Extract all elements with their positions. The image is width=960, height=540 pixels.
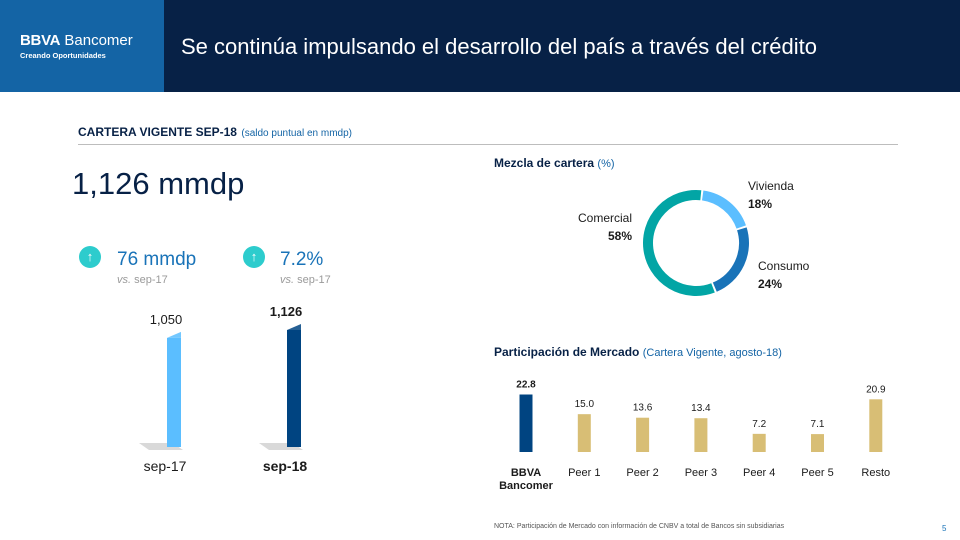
bar xyxy=(752,433,766,452)
total-value: 1,126 mmdp xyxy=(72,166,245,201)
kpi-comparison-prefix: vs. xyxy=(280,274,295,286)
x-tick-label: Peer 4 xyxy=(743,467,775,479)
header-banner: BBVA Bancomer Creando Oportunidades Se c… xyxy=(0,0,960,92)
page-title: Se continúa impulsando el desarrollo del… xyxy=(181,34,817,59)
bar-top xyxy=(167,331,181,338)
arrow-up-icon: ↑ xyxy=(243,246,265,268)
page-number: 5 xyxy=(942,524,947,533)
donut-slice xyxy=(712,227,749,292)
arrow-up-icon: ↑ xyxy=(79,246,101,268)
slice-name-label: Vivienda xyxy=(748,179,794,193)
kpi-comparison-prefix: vs. xyxy=(117,274,132,286)
x-tick-label: sep-18 xyxy=(263,458,308,474)
bar-value-label: 1,126 xyxy=(270,304,303,319)
donut-slice xyxy=(701,190,746,229)
slice-name-label: Consumo xyxy=(758,259,810,273)
bar xyxy=(636,417,650,452)
bar xyxy=(694,418,708,452)
bar xyxy=(519,394,533,452)
bar xyxy=(869,399,883,452)
mix-chart-title-text: Mezcla de cartera xyxy=(494,156,595,170)
x-tick-label: Peer 2 xyxy=(626,467,658,479)
bar xyxy=(167,337,181,447)
x-tick-label: Peer 3 xyxy=(685,467,717,479)
slice-value-label: 58% xyxy=(608,229,632,243)
kpi-value: 76 mmdp xyxy=(117,249,197,270)
bar-value-label: 13.6 xyxy=(633,403,653,414)
section-subtitle: (saldo puntual en mmdp) xyxy=(241,128,352,139)
kpi-comparison: vs. sep-17 xyxy=(117,274,168,286)
slice-value-label: 18% xyxy=(748,197,772,211)
x-tick-label: Resto xyxy=(861,467,890,479)
section-heading: CARTERA VIGENTE SEP-18 (saldo puntual en… xyxy=(78,123,898,145)
bar-value-label: 13.4 xyxy=(691,403,711,414)
market-chart-title-text: Participación de Mercado xyxy=(494,345,640,359)
bar-value-label: 15.0 xyxy=(575,399,595,410)
footnote: NOTA: Participación de Mercado con infor… xyxy=(494,523,785,530)
x-tick-label: Bancomer xyxy=(499,480,554,492)
x-tick-label: Peer 5 xyxy=(801,467,833,479)
logo-tagline: Creando Oportunidades xyxy=(20,51,106,60)
market-chart-title: Participación de Mercado (Cartera Vigent… xyxy=(494,345,782,359)
bar-value-label: 7.1 xyxy=(811,419,825,430)
bar xyxy=(577,414,591,452)
x-tick-label: BBVA xyxy=(511,467,541,479)
mix-chart-title: Mezcla de cartera (%) xyxy=(494,156,615,170)
bar-top xyxy=(287,324,301,330)
bar xyxy=(811,434,824,452)
slice-name-label: Comercial xyxy=(578,211,632,225)
logo: BBVA Bancomer Creando Oportunidades xyxy=(0,0,164,92)
donut-slice xyxy=(643,190,715,296)
mix-chart-subtitle: (%) xyxy=(597,158,615,170)
bar-value-label: 7.2 xyxy=(752,419,766,430)
kpi-value: 7.2% xyxy=(280,249,324,270)
x-tick-label: Peer 1 xyxy=(568,467,600,479)
kpi-comparison-period: sep-17 xyxy=(297,274,331,286)
logo-name: BBVA Bancomer xyxy=(20,32,133,49)
kpi-comparison: vs. sep-17 xyxy=(280,274,331,286)
bar xyxy=(287,330,301,447)
bar-value-label: 1,050 xyxy=(150,312,183,327)
logo-name-bold: BBVA xyxy=(20,32,61,49)
x-tick-label: sep-17 xyxy=(144,458,187,474)
bar-value-label: 22.8 xyxy=(516,380,536,391)
bar-value-label: 20.9 xyxy=(866,384,886,395)
market-chart-subtitle: (Cartera Vigente, agosto-18) xyxy=(642,347,782,359)
kpi-comparison-period: sep-17 xyxy=(134,274,168,286)
slice-value-label: 24% xyxy=(758,277,782,291)
logo-name-rest: Bancomer xyxy=(64,32,133,49)
section-title: CARTERA VIGENTE SEP-18 xyxy=(78,125,237,139)
